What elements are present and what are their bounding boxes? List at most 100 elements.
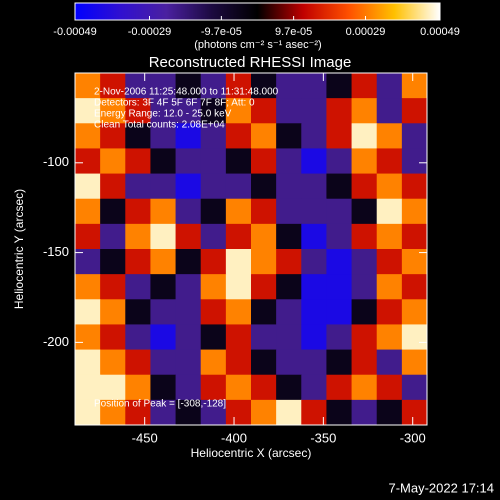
heatmap-cell <box>351 123 378 149</box>
heatmap-cell <box>100 299 126 325</box>
heatmap-cell <box>251 349 277 376</box>
heatmap-cell <box>100 148 126 175</box>
heatmap-cell <box>125 198 151 225</box>
heatmap-cell <box>276 173 302 200</box>
heatmap-cell <box>301 173 327 200</box>
heatmap-cell <box>225 374 252 401</box>
plot-frame <box>74 72 428 426</box>
heatmap-cell <box>200 324 227 351</box>
heatmap-cell <box>376 198 403 225</box>
annotation: Clean Total counts: 2.08E+04 <box>94 120 225 131</box>
heatmap-cell <box>100 324 126 351</box>
heatmap-cell <box>326 324 353 351</box>
heatmap-cell <box>351 299 378 325</box>
heatmap-cell <box>376 249 403 275</box>
heatmap-cell <box>225 223 252 250</box>
heatmap-cell <box>175 173 202 200</box>
heatmap-cell <box>276 374 302 401</box>
heatmap-cell <box>100 349 126 376</box>
heatmap-cell <box>75 249 101 275</box>
heatmap-cell <box>100 123 126 149</box>
x-tick-label: -350 <box>310 430 336 445</box>
heatmap-cell <box>225 249 252 275</box>
heatmap-cell <box>150 198 177 225</box>
heatmap-cell <box>75 123 101 149</box>
heatmap-cell <box>351 349 378 376</box>
heatmap-cell <box>150 324 177 351</box>
heatmap-cell <box>351 374 378 401</box>
heatmap-cell <box>276 249 302 275</box>
heatmap-cell <box>276 349 302 376</box>
heatmap-cell <box>125 299 151 325</box>
heatmap-cell <box>175 123 202 149</box>
heatmap-cell <box>200 274 227 300</box>
heatmap-cell <box>301 223 327 250</box>
heatmap-cell <box>75 198 101 225</box>
heatmap-cell <box>75 349 101 376</box>
heatmap-cell <box>175 324 202 351</box>
heatmap-cell <box>351 198 378 225</box>
heatmap-cell <box>75 399 101 426</box>
heatmap-cell <box>150 299 177 325</box>
heatmap-cell <box>301 274 327 300</box>
heatmap-cell <box>100 73 126 99</box>
colorbar-tick-label: -0.00029 <box>128 26 171 38</box>
heatmap-cell <box>100 198 126 225</box>
heatmap-cell <box>100 374 126 401</box>
y-tick-label: -150 <box>43 244 69 259</box>
heatmap-cell <box>351 73 378 99</box>
heatmap-cell <box>401 198 428 225</box>
heatmap-cell <box>125 98 151 124</box>
heatmap-cell <box>401 249 428 275</box>
y-axis-label: Heliocentric Y (arcsec) <box>12 189 26 309</box>
annotation: 2-Nov-2006 11:25:48.000 to 11:31:48.000 <box>94 87 279 98</box>
heatmap-cell <box>225 123 252 149</box>
heatmap-cell <box>301 98 327 124</box>
heatmap-cell <box>376 148 403 175</box>
heatmap-cell <box>301 374 327 401</box>
heatmap-cell <box>225 399 252 426</box>
heatmap-cell <box>125 173 151 200</box>
heatmap-cell <box>251 223 277 250</box>
heatmap-cell <box>175 374 202 401</box>
heatmap-cell <box>251 399 277 426</box>
heatmap-cell <box>200 374 227 401</box>
heatmap-cell <box>150 249 177 275</box>
heatmap-cell <box>326 148 353 175</box>
heatmap-cell <box>276 299 302 325</box>
heatmap-cell <box>326 349 353 376</box>
heatmap-cell <box>251 274 277 300</box>
heatmap-cell <box>100 399 126 426</box>
heatmap-cell <box>175 299 202 325</box>
heatmap-cell <box>150 73 177 99</box>
heatmap-cell <box>225 173 252 200</box>
annotation: Detectors: 3F 4F 5F 6F 7F 8F; Att: 0 <box>94 98 255 109</box>
heatmap-cell <box>175 198 202 225</box>
heatmap-cell <box>125 374 151 401</box>
heatmap-cell <box>100 274 126 300</box>
heatmap-cell <box>351 173 378 200</box>
heatmap-cell <box>100 98 126 124</box>
heatmap-cell <box>200 223 227 250</box>
heatmap-cell <box>401 274 428 300</box>
heatmap-cell <box>326 198 353 225</box>
heatmap-cell <box>75 274 101 300</box>
heatmap-cell <box>376 223 403 250</box>
heatmap-cell <box>401 98 428 124</box>
heatmap-cell <box>225 73 252 99</box>
heatmap-cell <box>251 173 277 200</box>
heatmap-cell <box>125 223 151 250</box>
heatmap-cell <box>276 73 302 99</box>
heatmap-cell <box>175 399 202 426</box>
heatmap-cell <box>200 249 227 275</box>
heatmap-cell <box>401 223 428 250</box>
heatmap-cell <box>175 274 202 300</box>
heatmap-cell <box>376 274 403 300</box>
colorbar-tick-label: 0.00049 <box>420 26 460 38</box>
heatmap-cell <box>251 98 277 124</box>
colorbar-tick-label: 0.00029 <box>346 26 386 38</box>
heatmap-cell <box>150 399 177 426</box>
heatmap-cell <box>75 148 101 175</box>
heatmap-cell <box>125 324 151 351</box>
heatmap-cell <box>150 173 177 200</box>
